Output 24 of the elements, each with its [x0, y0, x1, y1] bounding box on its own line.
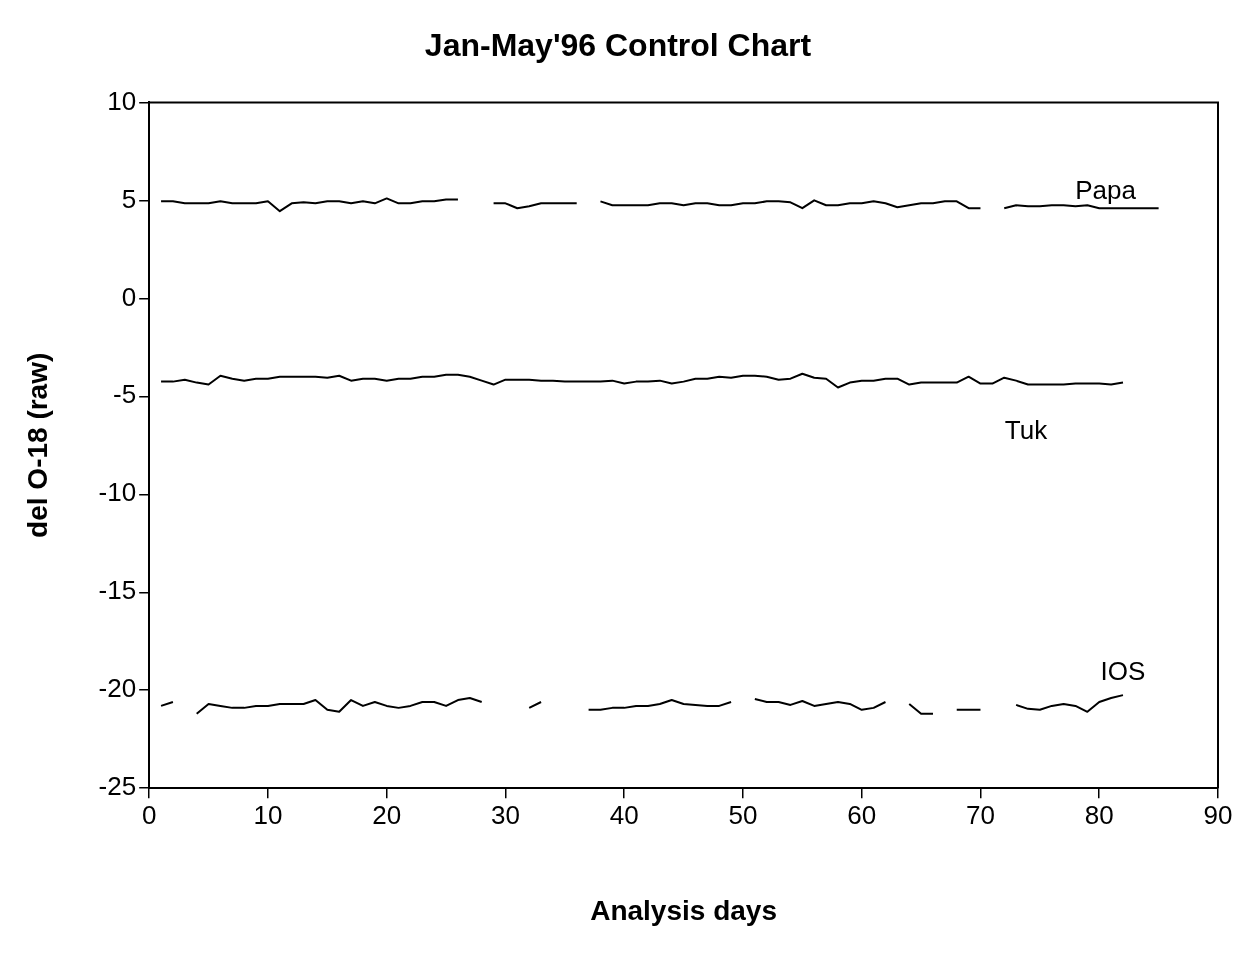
- chart-title: Jan-May'96 Control Chart: [424, 27, 812, 64]
- x-tick-label: 30: [490, 799, 520, 830]
- x-tick-label: 10: [253, 799, 283, 830]
- x-tick-label: 70: [966, 799, 995, 830]
- x-tick-label: 80: [1084, 799, 1114, 830]
- x-tick-label: 50: [728, 799, 758, 830]
- y-tick-label: 5: [121, 183, 137, 214]
- y-tick-label: -15: [98, 575, 137, 606]
- series-label: Papa: [1075, 175, 1137, 206]
- y-tick-label: -5: [113, 379, 137, 410]
- x-tick-label: 0: [141, 799, 157, 830]
- y-tick-label: -20: [98, 673, 137, 704]
- x-tick-label: 20: [372, 799, 402, 830]
- x-tick-label: 90: [1203, 799, 1233, 830]
- series-label: Tuk: [1004, 414, 1049, 445]
- x-axis-title: Analysis days: [590, 894, 777, 926]
- x-tick-label: 60: [847, 799, 877, 830]
- y-tick-label: 10: [107, 85, 137, 116]
- series-label: IOS: [1100, 656, 1146, 687]
- x-tick-label: 40: [609, 799, 639, 830]
- y-tick-label: 0: [121, 281, 137, 312]
- y-axis-title: del O-18 (raw): [21, 352, 53, 538]
- y-tick-label: -25: [98, 771, 137, 802]
- y-tick-label: -10: [98, 477, 137, 508]
